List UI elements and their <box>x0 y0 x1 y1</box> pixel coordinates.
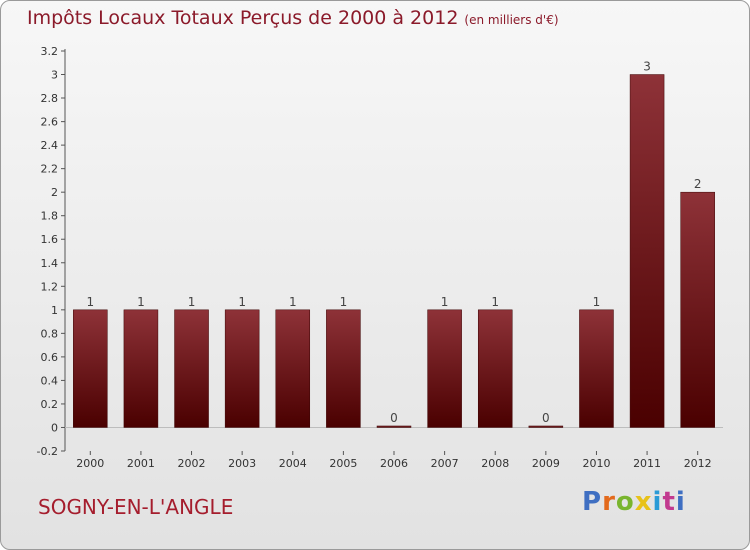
bar-value-label: 1 <box>188 295 196 309</box>
y-tick-label: 0.4 <box>41 374 59 387</box>
y-tick-label: 0.8 <box>41 327 59 340</box>
x-tick-label: 2003 <box>228 457 256 470</box>
logo-letter: i <box>675 487 686 517</box>
y-tick-label: 1.8 <box>41 210 59 223</box>
y-tick-label: 1.4 <box>41 257 59 270</box>
bar-value-label: 1 <box>289 295 297 309</box>
y-tick-label: 1 <box>51 304 58 317</box>
bar <box>376 425 412 428</box>
logo-letter: P <box>582 487 603 517</box>
commune-name: SOGNY-EN-L'ANGLE <box>38 495 234 519</box>
y-tick-label: 1.2 <box>41 280 59 293</box>
logo-letter: o <box>615 487 635 517</box>
x-tick-label: 2009 <box>532 457 560 470</box>
bar <box>680 191 715 428</box>
y-tick-label: 0.2 <box>41 398 59 411</box>
bar <box>579 309 614 428</box>
chart-title: Impôts Locaux Totaux Perçus de 2000 à 20… <box>27 7 559 29</box>
bar-value-label: 1 <box>491 295 499 309</box>
x-tick-label: 2001 <box>127 457 155 470</box>
y-tick-label: 2 <box>51 186 58 199</box>
bar-value-label: 1 <box>86 295 94 309</box>
x-tick-label: 2000 <box>76 457 104 470</box>
x-tick-label: 2007 <box>431 457 459 470</box>
y-tick-label: -0.2 <box>37 445 58 458</box>
bar <box>174 309 209 428</box>
y-tick-label: 0.6 <box>41 351 59 364</box>
x-tick-label: 2011 <box>633 457 661 470</box>
bar <box>73 309 108 428</box>
bar <box>275 309 311 428</box>
x-tick-label: 2006 <box>380 457 408 470</box>
x-tick-label: 2005 <box>329 457 357 470</box>
chart-title-main: Impôts Locaux Totaux Perçus de 2000 à 20… <box>27 7 459 29</box>
bar <box>123 309 159 428</box>
x-tick-label: 2002 <box>178 457 206 470</box>
bar-value-label: 2 <box>694 177 702 191</box>
proxiti-logo[interactable]: Proxiti <box>582 487 686 517</box>
bar-value-label: 0 <box>390 411 398 425</box>
bar <box>224 309 260 428</box>
bar <box>326 309 361 428</box>
logo-letter: r <box>602 487 616 517</box>
bar-value-label: 0 <box>542 411 550 425</box>
chart-title-unit: (en milliers d'€) <box>464 13 559 27</box>
y-tick-label: 2.2 <box>41 163 59 176</box>
y-tick-label: 2.8 <box>41 92 59 105</box>
bar <box>477 309 513 428</box>
x-tick-label: 2004 <box>279 457 307 470</box>
x-tick-label: 2008 <box>481 457 509 470</box>
y-tick-label: 3 <box>51 69 58 82</box>
y-tick-label: 2.4 <box>41 139 59 152</box>
bar-value-label: 1 <box>137 295 145 309</box>
x-tick-label: 2012 <box>684 457 712 470</box>
bar <box>427 309 462 428</box>
x-tick-label: 2010 <box>582 457 610 470</box>
bar-value-label: 1 <box>340 295 348 309</box>
y-tick-label: 0 <box>51 421 58 434</box>
bar-value-label: 1 <box>238 295 246 309</box>
y-tick-label: 1.6 <box>41 233 59 246</box>
bar <box>629 74 665 428</box>
y-tick-label: 2.6 <box>41 116 59 129</box>
logo-letter: i <box>652 487 663 517</box>
y-tick-label: 3.2 <box>41 45 59 58</box>
bar-value-label: 1 <box>593 295 601 309</box>
logo-letter: x <box>634 487 653 517</box>
bar-value-label: 3 <box>643 60 651 74</box>
bar <box>528 425 564 428</box>
logo-letter: t <box>662 487 676 517</box>
bar-value-label: 1 <box>441 295 449 309</box>
